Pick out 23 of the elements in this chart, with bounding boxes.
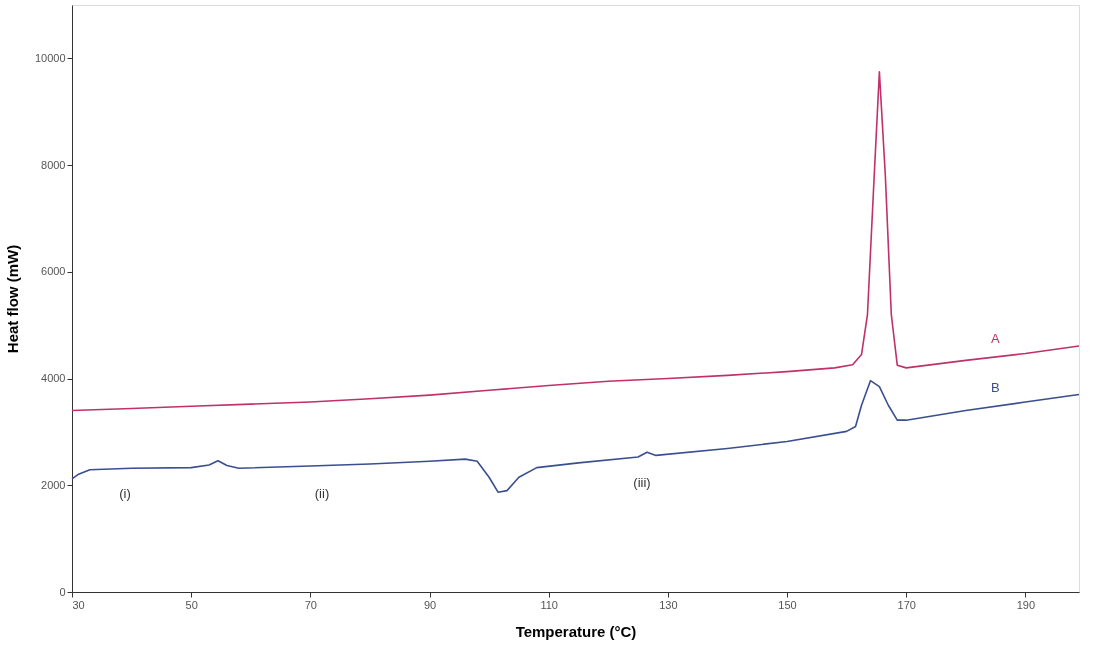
series-label: B <box>991 380 1000 396</box>
x-tick-label: 70 <box>304 598 317 611</box>
line-series <box>71 70 1080 412</box>
x-tick-label: 170 <box>897 598 916 611</box>
y-tick-label: 0 <box>59 585 66 598</box>
y-tick-label: 2000 <box>41 478 66 491</box>
y-tick-label: 4000 <box>41 372 66 385</box>
y-axis-title: Heat flow (mW) <box>3 244 21 354</box>
x-tick-label: 30 <box>72 598 85 611</box>
annotation: (iii) <box>633 475 651 490</box>
y-tick-label: 6000 <box>41 265 66 278</box>
annotation: (i) <box>119 486 131 501</box>
series-label: A <box>991 331 1001 347</box>
x-tick-label: 50 <box>185 598 198 611</box>
y-tick-label: 10000 <box>34 51 66 64</box>
x-axis-title: Temperature (°C) <box>515 622 637 640</box>
x-tick-label: 130 <box>659 598 678 611</box>
x-tick-label: 190 <box>1016 598 1036 611</box>
y-tick-label: 8000 <box>41 158 66 171</box>
x-tick-label: 110 <box>540 598 558 611</box>
annotation: (ii) <box>314 486 330 501</box>
x-tick-label: 150 <box>778 598 797 611</box>
x-tick-label: 90 <box>423 598 437 611</box>
